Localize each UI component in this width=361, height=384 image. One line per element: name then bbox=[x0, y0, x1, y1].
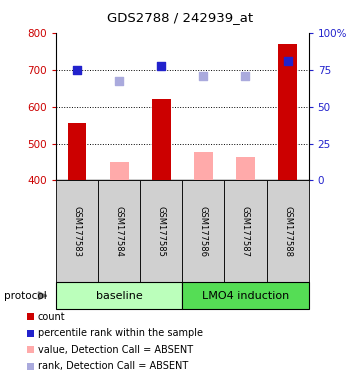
Text: LMO4 induction: LMO4 induction bbox=[202, 291, 289, 301]
Point bbox=[200, 73, 206, 79]
Text: GSM177588: GSM177588 bbox=[283, 206, 292, 257]
Bar bbox=[110, 162, 129, 180]
Text: value, Detection Call = ABSENT: value, Detection Call = ABSENT bbox=[38, 345, 193, 355]
Point bbox=[285, 58, 291, 65]
Bar bbox=[68, 123, 87, 180]
Text: GSM177584: GSM177584 bbox=[115, 206, 123, 257]
Point bbox=[116, 78, 122, 84]
Point bbox=[158, 63, 164, 69]
Text: GSM177587: GSM177587 bbox=[241, 206, 250, 257]
Bar bbox=[236, 157, 255, 180]
Text: protocol: protocol bbox=[4, 291, 46, 301]
Text: percentile rank within the sample: percentile rank within the sample bbox=[38, 328, 203, 338]
Text: GSM177583: GSM177583 bbox=[73, 206, 82, 257]
Text: GDS2788 / 242939_at: GDS2788 / 242939_at bbox=[108, 12, 253, 25]
Bar bbox=[194, 152, 213, 180]
Text: GSM177585: GSM177585 bbox=[157, 206, 166, 257]
Text: rank, Detection Call = ABSENT: rank, Detection Call = ABSENT bbox=[38, 361, 188, 371]
Point bbox=[74, 66, 80, 73]
Text: GSM177586: GSM177586 bbox=[199, 206, 208, 257]
Bar bbox=[278, 44, 297, 180]
Bar bbox=[152, 99, 171, 180]
Text: baseline: baseline bbox=[96, 291, 143, 301]
Text: count: count bbox=[38, 312, 66, 322]
Point bbox=[243, 73, 248, 79]
